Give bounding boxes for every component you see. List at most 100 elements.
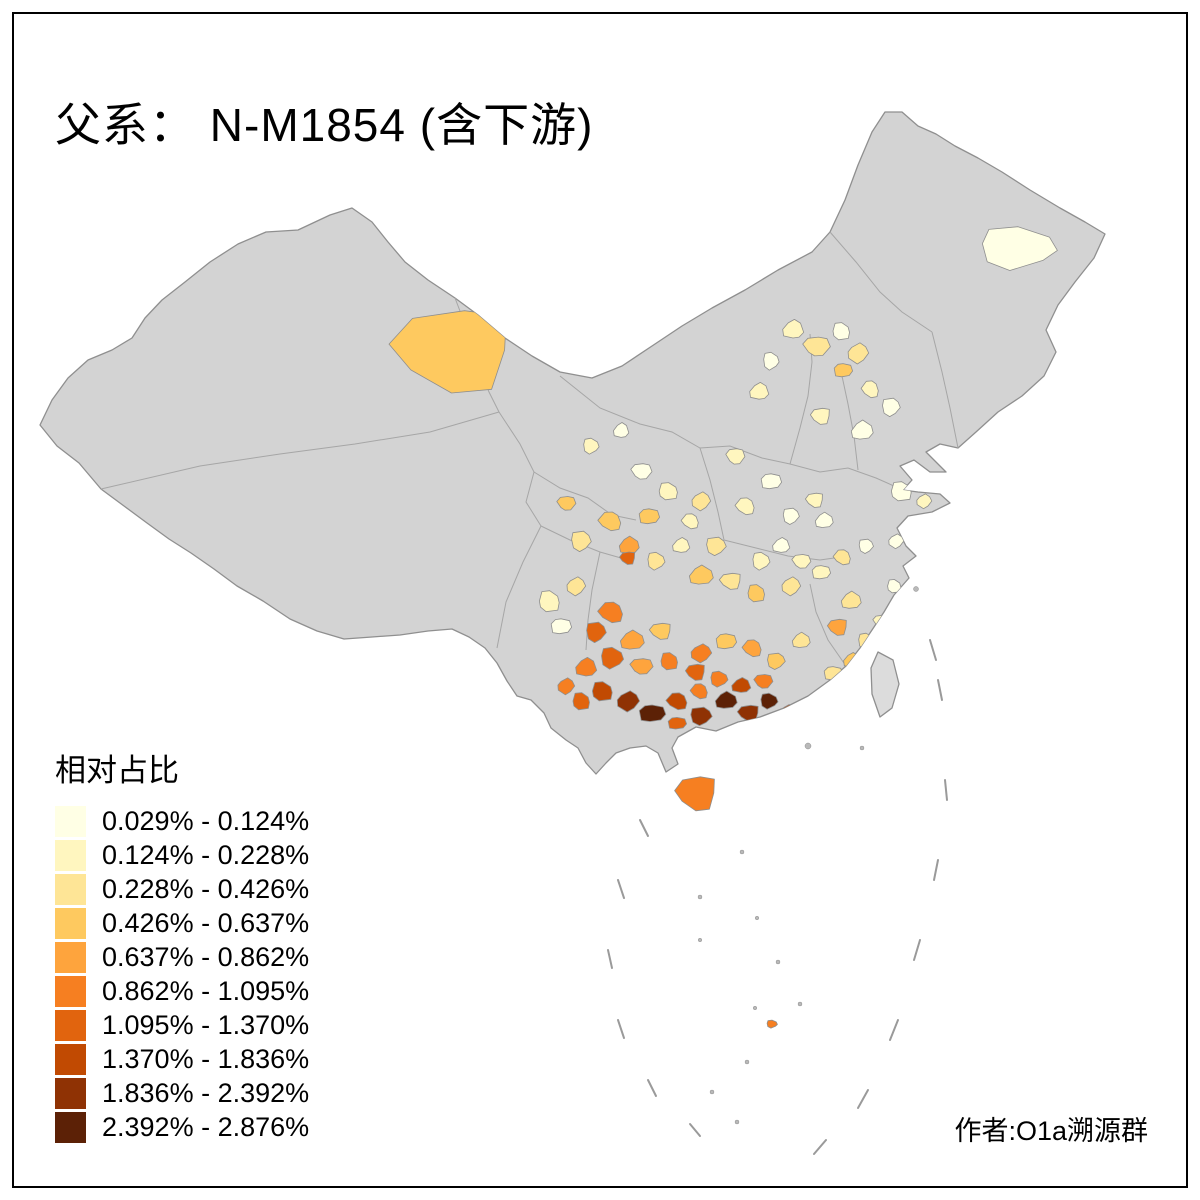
prefecture-patch [616,690,640,713]
prefecture-patch [810,407,830,425]
prefecture-patch [805,492,823,508]
legend-row: 0.124% - 0.228% [55,838,309,872]
prefecture-patch [782,507,800,525]
prefecture-patch [781,576,802,597]
nine-dash-line [607,639,948,1155]
prefecture-patch [658,482,678,501]
legend-label: 0.029% - 0.124% [102,805,310,836]
prefecture-patch [583,437,600,455]
prefecture-patch [690,643,713,664]
prefecture-patch [725,448,746,465]
prefecture-patch [689,564,714,585]
prefecture-patch [571,530,592,552]
prefecture-patch [638,508,660,525]
prefecture-patch [556,496,577,511]
map-title: 父系： N-M1854 (含下游) [55,98,594,151]
prefecture-patch [557,677,576,696]
legend-row: 1.836% - 2.392% [55,1076,309,1110]
island-specks [697,586,919,1125]
prefecture-patch [690,706,713,726]
prefecture-patch [613,422,630,438]
legend-swatch [55,907,86,939]
prefecture-patch [689,683,708,700]
legend-row: 0.637% - 0.862% [55,940,309,974]
legend-row: 0.029% - 0.124% [55,804,309,838]
prefecture-patch [674,776,715,812]
prefecture-patch [747,584,765,603]
legend-row: 1.370% - 1.836% [55,1042,309,1076]
prefecture-patch [648,622,671,640]
prefecture-patch [647,551,666,571]
prefecture-patch [550,618,572,635]
legend-swatch [55,805,86,837]
prefecture-patch [767,652,786,670]
prefecture-patch [586,621,607,643]
prefecture-patch [597,601,623,624]
prefecture-patch [667,717,687,730]
prefecture-patch [916,493,933,510]
prefecture-patch [860,380,879,399]
prefecture-patch [691,491,712,512]
prefecture-patch [749,381,770,400]
legend-row: 1.095% - 1.370% [55,1008,309,1042]
prefecture-patch [665,692,688,711]
prefecture-patch [982,226,1058,271]
legend-swatch [55,1111,86,1143]
prefecture-patch [753,674,774,689]
legend-swatch [55,941,86,973]
prefecture-patch [718,572,741,590]
prefecture-patch [763,351,780,371]
legend-row: 0.426% - 0.637% [55,906,309,940]
legend-swatch [55,873,86,905]
prefecture-patch [672,537,691,553]
legend-swatch [55,1009,86,1041]
prefecture-patch [850,419,874,440]
prefecture-patch [827,618,847,636]
prefecture-patch [710,670,729,688]
prefecture-patch [833,363,853,378]
prefecture-patch [638,704,667,722]
prefecture-patch [731,677,752,693]
prefecture-patch [829,682,847,698]
prefecture-patch [812,692,831,710]
prefecture-patch [840,590,862,609]
legend-rows: 0.029% - 0.124% 0.124% - 0.228% 0.228% - 0… [55,804,309,1144]
prefecture-patch [539,590,560,613]
legend: 相对占比 0.029% - 0.124% 0.124% - 0.228% 0.228… [55,745,309,1144]
prefecture-patch [714,690,738,709]
legend-label: 0.124% - 0.228% [102,839,310,870]
author-credit: 作者:O1a溯源群 [954,1116,1148,1146]
prefecture-patch [629,658,654,675]
legend-label: 1.370% - 1.836% [102,1043,310,1074]
prefecture-patch [734,497,755,516]
mainland-outline [39,111,1106,775]
legend-swatch [55,1043,86,1075]
prefecture-patch [575,657,598,677]
legend-label: 1.095% - 1.370% [102,1009,310,1040]
legend-swatch [55,975,86,1007]
prefecture-patch [597,511,622,532]
prefecture-patch [680,513,699,530]
prefecture-patch [592,681,613,702]
prefecture-patch [791,554,812,569]
prefecture-patch [566,576,587,597]
legend-label: 1.836% - 2.392% [102,1077,310,1108]
prefecture-patch [620,629,645,650]
prefecture-patch [832,549,851,566]
prefecture-patch [752,551,771,571]
legend-title: 相对占比 [55,753,179,788]
legend-row: 0.862% - 1.095% [55,974,309,1008]
prefecture-patch [858,538,874,554]
prefecture-patch [601,646,624,670]
legend-label: 0.228% - 0.426% [102,873,310,904]
prefecture-patch [814,511,834,528]
legend-label: 0.862% - 1.095% [102,975,310,1006]
legend-label: 0.426% - 0.637% [102,907,310,938]
legend-label: 0.637% - 0.862% [102,941,310,972]
prefecture-patch [706,536,727,556]
prefecture-patch [882,397,901,418]
plot-frame [12,12,1188,1188]
prefecture-patch [619,551,635,565]
legend-swatch [55,839,86,871]
